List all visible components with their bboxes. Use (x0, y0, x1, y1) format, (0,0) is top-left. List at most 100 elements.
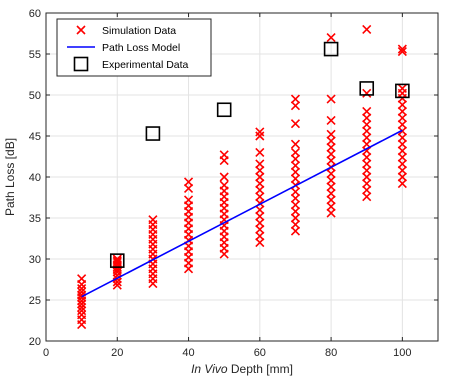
simulation-data-point (219, 180, 229, 190)
x-axis-label-italic: In Vivo (191, 362, 228, 376)
simulation-data-point (397, 113, 407, 123)
x-axis-label: In Vivo Depth [mm] (191, 362, 293, 376)
simulation-data-point (362, 119, 372, 130)
simulation-data-point (183, 195, 194, 205)
path-loss-model-line (81, 129, 403, 298)
experimental-data-point (216, 102, 232, 118)
simulation-data-point (255, 159, 265, 169)
y-tick-label: 35 (29, 213, 41, 225)
simulation-data-point (362, 185, 372, 195)
simulation-data-point (290, 187, 301, 197)
simulation-data-point (362, 24, 372, 34)
plot-data (77, 24, 410, 330)
simulation-data-point (362, 126, 372, 136)
y-tick-label: 25 (29, 295, 41, 307)
simulation-data-point (362, 172, 372, 182)
y-tick-label: 50 (29, 90, 41, 102)
simulation-data-point (326, 195, 336, 205)
legend-label: Experimental Data (102, 59, 189, 71)
simulation-data-point (255, 127, 265, 137)
simulation-data-point (362, 159, 372, 169)
simulation-data-point (326, 201, 336, 212)
simulation-data-point (112, 280, 122, 290)
simulation-data-point (290, 193, 301, 203)
simulation-data-point (77, 306, 87, 316)
simulation-data-point (290, 119, 301, 129)
simulation-data-point (255, 165, 265, 176)
simulation-data-point (290, 147, 301, 157)
simulation-data-point (362, 106, 372, 116)
simulation-data-point (255, 185, 265, 195)
simulation-data-point (255, 224, 265, 235)
legend-label: Path Loss Model (102, 42, 180, 54)
x-tick-label: 60 (254, 347, 266, 359)
simulation-data-point (326, 115, 336, 125)
simulation-data-point (255, 211, 265, 221)
simulation-data-point (290, 200, 301, 210)
y-tick-label: 40 (29, 172, 41, 184)
simulation-data-point (148, 215, 158, 225)
simulation-data-point (290, 219, 301, 230)
simulation-data-point (397, 172, 407, 182)
legend: Simulation Data Path Loss Model Experiment… (56, 18, 212, 77)
simulation-data-point (362, 192, 372, 202)
simulation-data-point (397, 165, 407, 176)
experimental-data-point (323, 41, 339, 57)
simulation-data-point (397, 46, 407, 57)
simulation-data-point (290, 226, 301, 236)
simulation-data-point (397, 100, 407, 110)
simulation-data-point (362, 165, 372, 176)
y-axis-label: Path Loss [dB] (3, 138, 17, 216)
y-tick-label: 20 (29, 336, 41, 348)
simulation-data-point (362, 178, 372, 189)
simulation-data-point (255, 147, 265, 157)
simulation-data-point (326, 33, 336, 43)
simulation-data-point (183, 183, 194, 194)
experimental-data-point (109, 253, 125, 268)
simulation-data-point (362, 133, 372, 143)
simulation-data-point (326, 149, 336, 159)
simulation-data-point (397, 119, 407, 130)
simulation-data-point (183, 177, 194, 187)
simulation-data-point (290, 213, 301, 223)
y-tick-label: 60 (29, 8, 41, 20)
simulation-data-point (397, 44, 407, 54)
simulation-data-point (77, 310, 87, 320)
experimental-data-point (145, 126, 161, 141)
experimental-data-series (109, 41, 410, 268)
simulation-data-point (326, 142, 336, 153)
simulation-data-point (77, 290, 87, 300)
x-tick-label: 20 (111, 347, 123, 359)
x-axis-label-rest: Depth [mm] (228, 362, 293, 376)
x-tick-label: 40 (182, 347, 194, 359)
simulation-data-point (326, 169, 336, 179)
simulation-data-point (326, 188, 336, 198)
simulation-data-point (255, 238, 265, 248)
simulation-data-series (77, 24, 407, 330)
simulation-data-point (77, 302, 87, 312)
simulation-data-point (112, 254, 122, 264)
x-tick-label: 100 (393, 347, 411, 359)
simulation-data-point (397, 83, 407, 94)
simulation-data-point (326, 175, 336, 185)
experimental-data-point (359, 81, 375, 96)
simulation-data-point (290, 160, 301, 171)
simulation-data-point (290, 94, 301, 104)
simulation-data-point (219, 172, 229, 182)
simulation-data-point (290, 154, 301, 164)
simulation-data-point (326, 136, 336, 146)
simulation-data-point (255, 178, 265, 189)
simulation-data-point (255, 231, 265, 241)
simulation-data-point (362, 152, 372, 162)
simulation-data-point (326, 129, 336, 139)
simulation-data-point (255, 218, 265, 228)
simulation-data-point (255, 172, 265, 182)
simulation-data-point (397, 152, 407, 162)
simulation-data-point (397, 133, 407, 143)
y-tick-label: 30 (29, 254, 41, 266)
simulation-data-point (326, 182, 336, 192)
simulation-data-point (326, 94, 336, 104)
simulation-data-point (362, 113, 372, 123)
simulation-data-point (255, 131, 265, 141)
simulation-data-point (112, 256, 122, 266)
